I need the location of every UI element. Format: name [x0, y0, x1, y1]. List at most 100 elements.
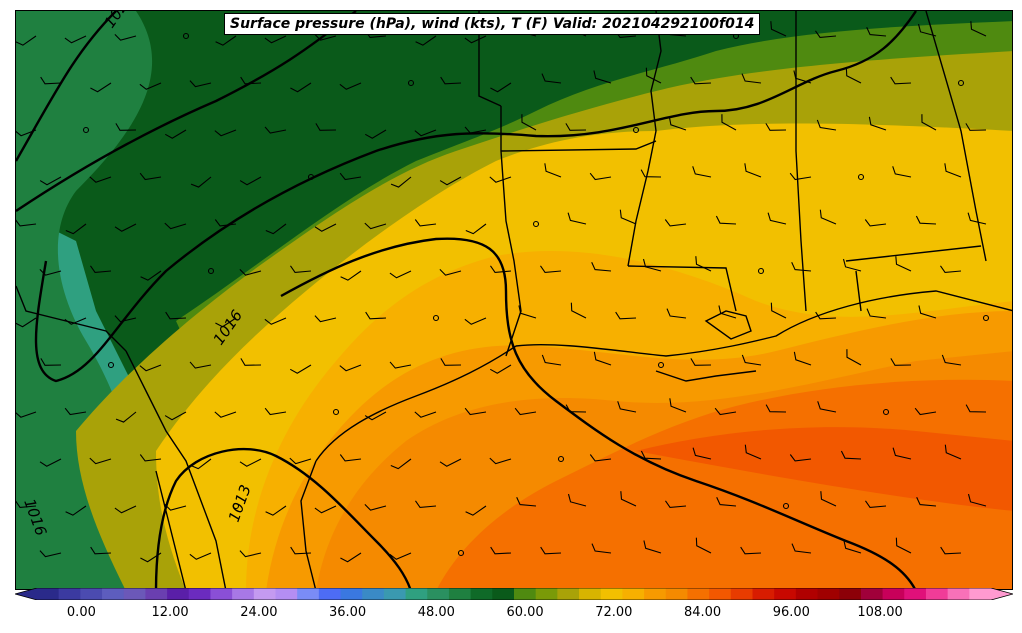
- wind-barb: [265, 223, 287, 235]
- wind-barb: [140, 552, 162, 563]
- wind-barb: [164, 411, 187, 421]
- wind-barb: [721, 114, 737, 131]
- wind-barb: [741, 354, 762, 366]
- colorbar-tick-label: 48.00: [417, 605, 455, 620]
- wind-barb: [340, 552, 362, 563]
- wind-barb: [819, 209, 837, 225]
- wind-barb: [114, 34, 137, 41]
- wind-barb: [139, 454, 162, 462]
- wind-barb: [314, 315, 337, 323]
- wind-barb: [815, 30, 837, 38]
- colorbar-segment: [969, 588, 992, 600]
- wind-barb: [640, 450, 662, 460]
- wind-barb: [617, 401, 637, 413]
- wind-barb: [843, 540, 862, 554]
- wind-barb: [765, 123, 787, 131]
- wind-barb: [239, 269, 262, 276]
- wind-barb: [65, 505, 87, 516]
- colorbar-segment: [405, 588, 428, 600]
- wind-barb: [514, 407, 537, 416]
- colorbar-segment: [925, 588, 949, 600]
- colorbar-segment: [340, 588, 363, 600]
- wind-barb: [866, 27, 887, 37]
- wind-barb: [940, 265, 962, 273]
- colorbar-segment: [882, 588, 905, 600]
- wind-barb: [214, 411, 237, 418]
- colorbar-tick-label: 36.00: [328, 605, 367, 620]
- colorbar-segment: [167, 588, 190, 600]
- wind-barb: [314, 34, 337, 41]
- calm-wind-marker: [307, 173, 315, 181]
- colorbar-segment: [622, 588, 645, 600]
- colorbar-segment: [709, 588, 732, 600]
- wind-barb: [744, 163, 762, 178]
- colorbar-tick-label: 0.00: [66, 605, 96, 620]
- colorbar-segment: [297, 588, 320, 600]
- colorbar-tick-label: 72.00: [595, 605, 633, 620]
- wind-barb: [817, 401, 837, 413]
- wind-barb: [741, 73, 762, 84]
- temp-region-red-orange-east: [636, 427, 1012, 511]
- wind-barbs: [16, 21, 990, 563]
- colorbar-segment: [665, 588, 688, 600]
- wind-barb: [390, 176, 412, 188]
- wind-barb: [265, 505, 287, 516]
- wind-barb: [816, 119, 837, 131]
- calm-wind-marker: [882, 408, 890, 416]
- wind-barb: [489, 176, 512, 183]
- wind-barb: [940, 546, 962, 555]
- colorbar-segment: [644, 588, 667, 600]
- colorbar-segment: [448, 588, 472, 600]
- wind-barb: [567, 212, 587, 225]
- wind-barb: [115, 411, 137, 423]
- wind-barb: [440, 76, 462, 85]
- wind-barb: [740, 546, 762, 555]
- colorbar-segment: [318, 588, 342, 600]
- wind-barb: [540, 546, 562, 555]
- wind-barb: [64, 407, 87, 416]
- wind-barb: [866, 308, 887, 319]
- calm-wind-marker: [632, 126, 640, 134]
- calm-wind-marker: [657, 361, 665, 369]
- calm-wind-marker: [532, 220, 540, 228]
- wind-barb: [846, 349, 862, 366]
- wind-barb: [516, 497, 537, 507]
- colorbar-tick-label: 60.00: [506, 605, 544, 620]
- wind-barb: [944, 163, 962, 178]
- colorbar-tick-label: 108.00: [857, 605, 903, 620]
- wind-barb: [518, 305, 537, 319]
- wind-barb: [765, 404, 787, 413]
- calm-wind-marker: [457, 549, 465, 557]
- colorbar-segment: [232, 588, 255, 600]
- wind-barb: [16, 317, 37, 328]
- wind-barb: [589, 454, 612, 462]
- wind-barb: [845, 67, 862, 84]
- colorbar-tick-label: 24.00: [240, 605, 278, 620]
- wind-barb: [895, 537, 912, 554]
- colorbar-segment: [795, 588, 819, 600]
- calm-wind-marker: [207, 267, 215, 275]
- wind-barb: [414, 129, 437, 137]
- wind-barb: [695, 256, 712, 272]
- colorbar-segment: [774, 588, 797, 600]
- colorbar-segment: [362, 588, 385, 600]
- calm-wind-marker: [182, 32, 190, 40]
- calm-wind-marker: [982, 314, 990, 322]
- wind-barb: [914, 407, 937, 416]
- wind-barb: [139, 172, 162, 181]
- wind-barb: [114, 505, 137, 514]
- wind-barb: [716, 497, 737, 507]
- wind-barb: [189, 80, 212, 88]
- wind-barb: [820, 491, 837, 507]
- wind-barb: [364, 129, 387, 139]
- colorbar-tick-label: 12.00: [151, 605, 189, 620]
- colorbar-segment: [123, 588, 146, 600]
- colorbar-segment: [37, 588, 60, 600]
- wind-barb: [714, 407, 737, 416]
- wind-barb: [340, 270, 362, 281]
- colorbar-segment: [514, 588, 537, 600]
- wind-barb: [215, 317, 237, 328]
- wind-barb: [490, 546, 512, 555]
- wind-barb: [917, 23, 937, 37]
- wind-barb: [115, 123, 137, 131]
